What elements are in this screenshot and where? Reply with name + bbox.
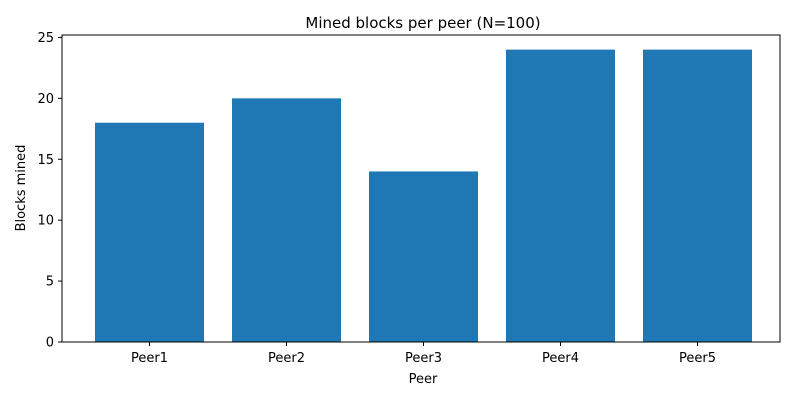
bar-peer2: [232, 98, 341, 342]
chart-title: Mined blocks per peer (N=100): [305, 14, 540, 32]
x-tick-label: Peer1: [131, 351, 168, 366]
x-ticks-group: Peer1 Peer2 Peer3 Peer4 Peer5: [131, 342, 716, 366]
y-tick-label: 20: [37, 92, 54, 107]
y-ticks-group: 0 5 10 15 20 25: [37, 31, 62, 351]
plot-frame: [61, 34, 781, 343]
x-tick-label: Peer4: [542, 351, 579, 366]
x-axis-label: Peer: [409, 372, 438, 387]
y-tick-label: 25: [37, 31, 54, 46]
y-tick-label: 0: [46, 336, 54, 351]
x-tick-label: Peer5: [679, 351, 716, 366]
x-tick-label: Peer2: [268, 351, 305, 366]
y-axis-label: Blocks mined: [14, 145, 29, 232]
y-tick-label: 10: [37, 214, 54, 229]
bar-peer5: [643, 49, 752, 342]
y-tick-label: 5: [46, 275, 54, 290]
bar-peer4: [506, 49, 615, 342]
bar-peer1: [95, 122, 204, 342]
y-tick-label: 15: [37, 153, 54, 168]
x-tick-label: Peer3: [405, 351, 442, 366]
bars-group: [95, 49, 752, 342]
bar-peer3: [369, 171, 478, 342]
